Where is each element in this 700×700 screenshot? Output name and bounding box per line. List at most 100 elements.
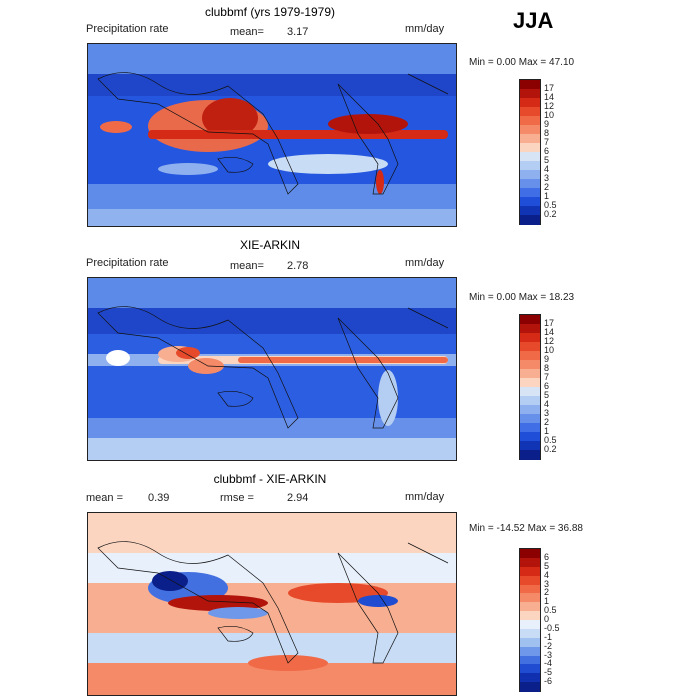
colorbar-swatch <box>520 646 540 656</box>
colorbar-tick-label: 7 <box>544 137 550 147</box>
colorbar-swatch <box>520 655 540 665</box>
colorbar-swatch <box>520 673 540 683</box>
panel-title: clubbmf (yrs 1979-1979) <box>204 5 336 19</box>
colorbar-swatch <box>520 566 540 577</box>
colorbar-swatch <box>520 432 540 442</box>
colorbar <box>519 79 541 225</box>
precip-map <box>87 43 457 227</box>
colorbar-swatch <box>520 557 540 568</box>
colorbar-tick-label: 3 <box>544 408 550 418</box>
mean-label: mean= <box>230 260 264 272</box>
colorbar-tick-label: 8 <box>544 128 550 138</box>
colorbar-swatch <box>520 549 540 559</box>
colorbar-swatch <box>520 152 540 162</box>
colorbar-swatch <box>520 396 540 406</box>
colorbar-swatch <box>520 360 540 370</box>
colorbar-tick-label: 5 <box>544 560 550 571</box>
colorbar <box>519 548 541 692</box>
panel-title: clubbmf - XIE-ARKIN <box>213 472 327 486</box>
colorbar-tick-label: 4 <box>544 569 550 580</box>
colorbar-tick-label: 2 <box>544 587 550 598</box>
colorbar-swatch <box>520 324 540 334</box>
colorbar-tick-label: 2 <box>544 417 550 427</box>
colorbar-swatch <box>520 611 540 621</box>
colorbar-tick-label: 0.2 <box>544 209 557 219</box>
difference-map <box>87 512 457 696</box>
colorbar-swatch <box>520 575 540 585</box>
colorbar-tick-label: 0.5 <box>544 200 557 210</box>
colorbar-tick-label: -6 <box>544 676 553 687</box>
colorbar-swatch <box>520 593 540 603</box>
colorbar-tick-label: 5 <box>544 390 550 400</box>
units-label: mm/day <box>405 257 445 269</box>
colorbar-swatch <box>520 107 540 117</box>
colorbar-swatch <box>520 602 540 612</box>
colorbar-tick-label: 4 <box>544 164 550 174</box>
colorbar-swatch <box>520 197 540 207</box>
colorbar-tick-label: 6 <box>544 381 550 391</box>
colorbar-tick-label: 2 <box>544 182 550 192</box>
colorbar-swatch <box>520 414 540 424</box>
mean-value: 0.39 <box>148 492 170 504</box>
colorbar-swatch <box>520 134 540 144</box>
colorbar-tick-label: 6 <box>544 551 550 562</box>
colorbar-tick-label: 12 <box>544 336 555 346</box>
colorbar-swatch <box>520 98 540 108</box>
colorbar-swatch <box>520 342 540 352</box>
colorbar-tick-label: 4 <box>544 399 550 409</box>
colorbar-tick-label: 12 <box>544 101 555 111</box>
colorbar-swatch <box>520 351 540 361</box>
colorbar-swatch <box>520 179 540 189</box>
season-label: JJA <box>513 8 554 33</box>
colorbar-tick-label: 9 <box>544 354 550 364</box>
colorbar-tick-label: 0.5 <box>544 435 557 445</box>
colorbar-swatch <box>520 387 540 397</box>
colorbar-swatch <box>520 620 540 630</box>
colorbar-tick-label: 9 <box>544 119 550 129</box>
colorbar <box>519 314 541 460</box>
colorbar-tick-label: 10 <box>544 110 555 120</box>
colorbar-swatch <box>520 170 540 180</box>
colorbar-swatch <box>520 637 540 648</box>
colorbar-tick-label: 7 <box>544 372 550 382</box>
colorbar-tick-label: 1 <box>544 191 550 201</box>
colorbar-swatch <box>520 206 540 216</box>
colorbar-tick-label: 14 <box>544 92 555 102</box>
colorbar-swatch <box>520 143 540 153</box>
mean-label: mean = <box>86 492 123 504</box>
minmax-label: Min = 0.00 Max = 47.10 <box>469 57 575 68</box>
colorbar-swatch <box>520 80 540 90</box>
colorbar-tick-label: 3 <box>544 173 550 183</box>
colorbar-swatch <box>520 682 540 692</box>
colorbar-tick-label: 6 <box>544 146 550 156</box>
colorbar-tick-label: 3 <box>544 578 550 589</box>
colorbar-tick-label: -2 <box>544 640 553 651</box>
colorbar-tick-label: 5 <box>544 155 550 165</box>
colorbar-swatch <box>520 315 540 325</box>
field-label: Precipitation rate <box>86 23 169 35</box>
colorbar-tick-label: 10 <box>544 345 555 355</box>
colorbar-swatch <box>520 441 540 451</box>
minmax-label: Min = 0.00 Max = 18.23 <box>469 292 575 303</box>
colorbar-swatch <box>520 89 540 99</box>
units-label: mm/day <box>405 491 445 503</box>
colorbar-tick-label: -1 <box>544 631 553 642</box>
panel-title: XIE-ARKIN <box>239 238 300 252</box>
colorbar-tick-label: 17 <box>544 83 555 93</box>
colorbar-swatch <box>520 628 540 639</box>
colorbar-tick-label: -5 <box>544 667 553 678</box>
colorbar-swatch <box>520 378 540 388</box>
colorbar-tick-label: 0.5 <box>544 605 557 616</box>
field-label: Precipitation rate <box>86 257 169 269</box>
rmse-value: 2.94 <box>287 492 309 504</box>
colorbar-tick-label: 14 <box>544 327 555 337</box>
colorbar-tick-label: 1 <box>544 596 550 607</box>
colorbar-tick-label: 17 <box>544 318 555 328</box>
colorbar-swatch <box>520 664 540 674</box>
colorbar-swatch <box>520 161 540 171</box>
colorbar-tick-label: 0 <box>544 614 550 624</box>
colorbar-swatch <box>520 116 540 126</box>
colorbar-swatch <box>520 125 540 135</box>
colorbar-swatch <box>520 333 540 343</box>
precip-map <box>87 277 457 461</box>
